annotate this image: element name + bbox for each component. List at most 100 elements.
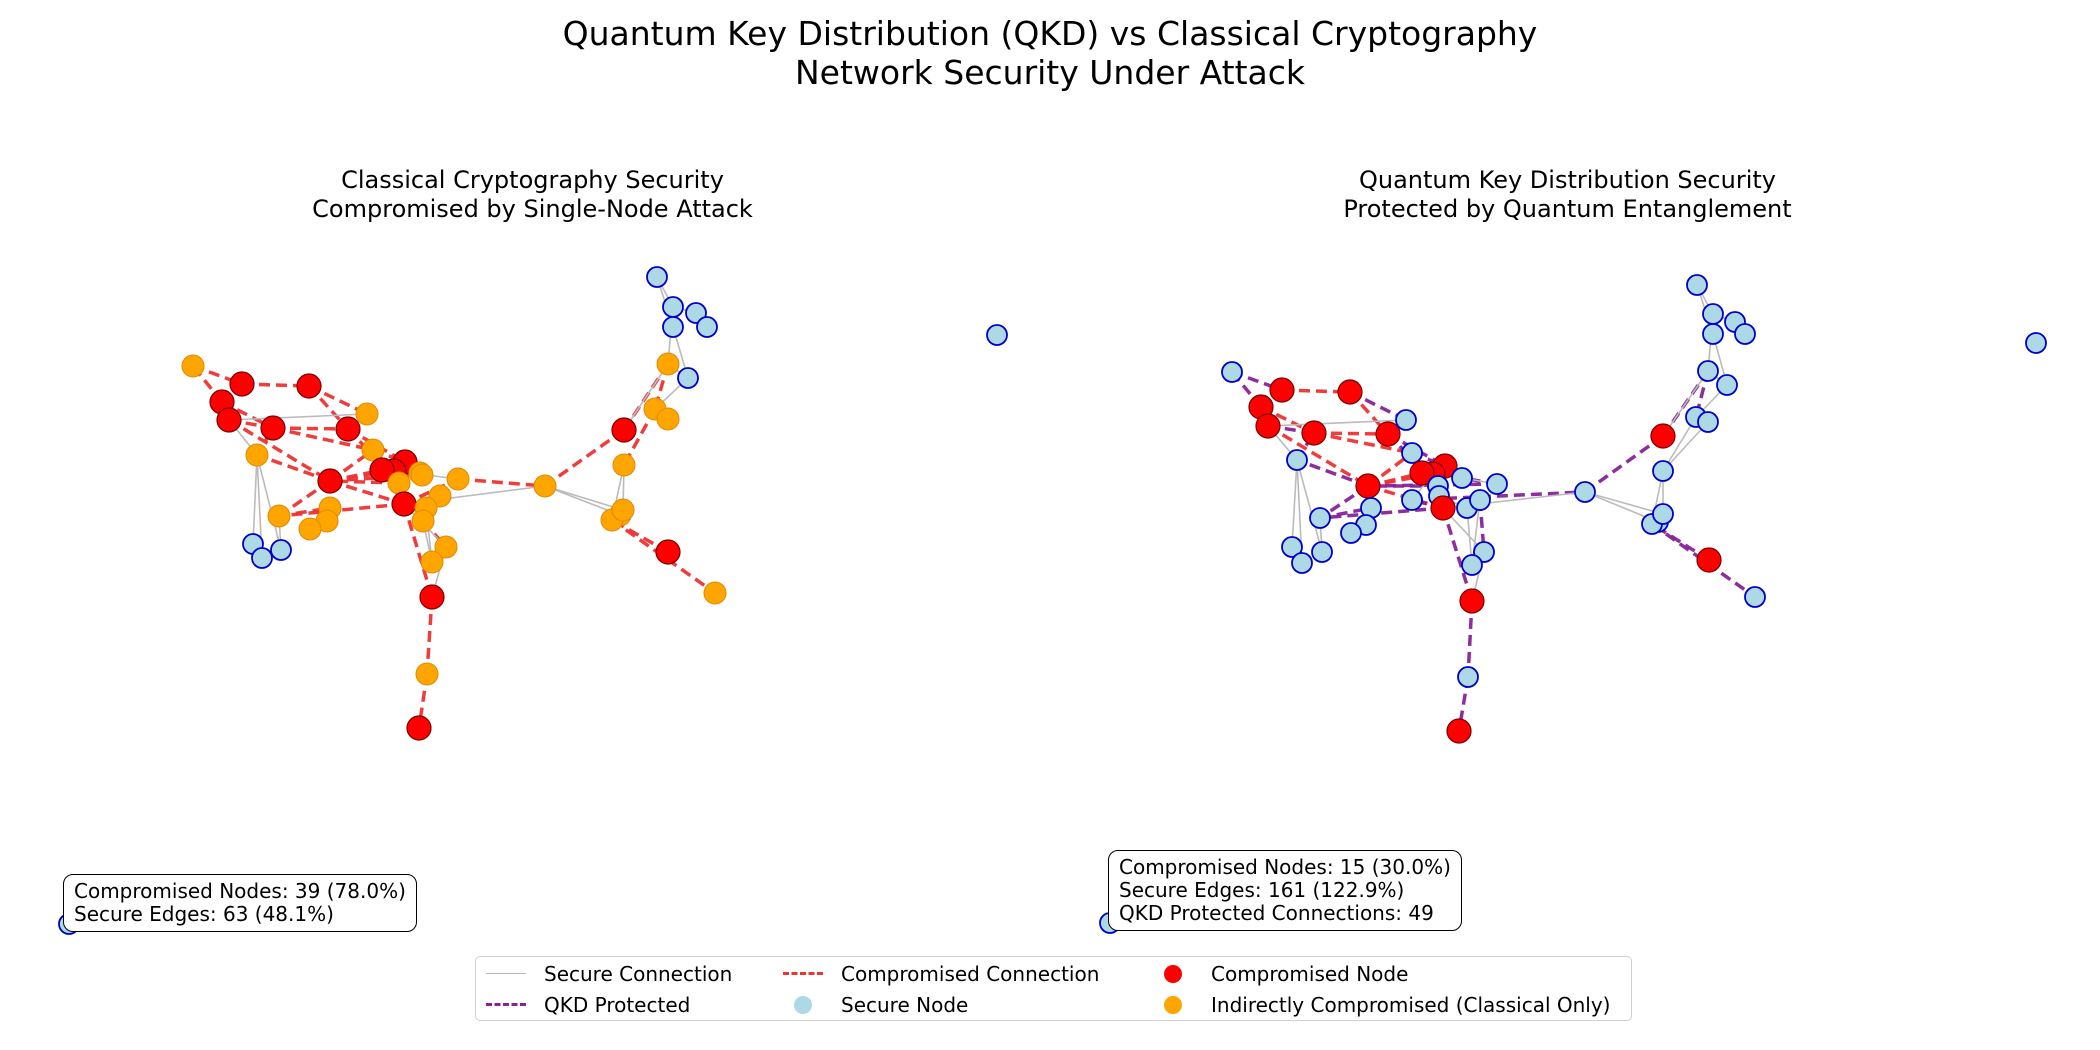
classical-secure-edge <box>544 485 624 511</box>
legend-label: Indirectly Compromised (Classical Only) <box>1211 993 1611 1017</box>
qkd-title-line1: Quantum Key Distribution Security <box>1359 166 1776 194</box>
classical-compromised-node <box>406 715 432 741</box>
legend-item-secure-connection: Secure Connection <box>484 962 732 986</box>
classical-compromised-node <box>611 417 637 443</box>
classical-indirect-node <box>361 438 385 462</box>
qkd-compromised-edge <box>1267 424 1369 488</box>
qkd-stat-compromised-nodes: Compromised Nodes: 15 (30.0%) <box>1119 855 1451 879</box>
classical-title-line1: Classical Cryptography Security <box>341 166 724 194</box>
qkd-panel-title: Quantum Key Distribution Security Protec… <box>1185 166 1950 224</box>
classical-indirect-node <box>245 443 269 467</box>
classical-indirect-node <box>446 467 470 491</box>
qkd-secure-node <box>1461 554 1483 576</box>
legend-item-qkd-protected: QKD Protected <box>484 993 690 1017</box>
classical-compromised-node <box>335 416 361 442</box>
qkd-secure-edge <box>1296 459 1323 553</box>
qkd-secure-edge <box>1662 370 1709 437</box>
qkd-secure-node <box>1652 503 1674 525</box>
classical-compromised-node <box>260 415 286 441</box>
qkd-dashed-line-icon <box>484 993 528 1017</box>
qkd-qkd-edge <box>1650 522 1757 599</box>
classical-compromised-node <box>229 371 255 397</box>
qkd-stats-box: Compromised Nodes: 15 (30.0%) Secure Edg… <box>1108 850 1462 931</box>
qkd-compromised-node <box>1696 547 1722 573</box>
qkd-secure-node <box>1652 460 1674 482</box>
qkd-network-nodes <box>1099 274 2047 934</box>
qkd-secure-node <box>1469 489 1491 511</box>
qkd-secure-node <box>1486 473 1508 495</box>
classical-indirect-node <box>533 474 557 498</box>
classical-indirect-node <box>656 352 680 376</box>
classical-compromised-node <box>216 407 242 433</box>
qkd-secure-node <box>1395 409 1417 431</box>
classical-network-edges <box>191 276 717 729</box>
classical-indirect-node <box>410 463 434 487</box>
legend: Secure Connection QKD Protected Compromi… <box>475 956 1632 1021</box>
qkd-secure-node <box>1401 489 1423 511</box>
qkd-secure-node <box>1401 442 1423 464</box>
qkd-secure-node <box>1340 522 1362 544</box>
legend-item-secure-node: Secure Node <box>781 993 968 1017</box>
classical-secure-node <box>646 266 668 288</box>
qkd-secure-node <box>1697 411 1719 433</box>
qkd-secure-edge <box>1662 421 1709 472</box>
qkd-compromised-node <box>1430 495 1456 521</box>
classical-secure-edge <box>256 454 282 551</box>
classical-secure-node <box>662 296 684 318</box>
qkd-secure-node <box>1697 360 1719 382</box>
classical-secure-node <box>270 539 292 561</box>
classical-indirect-node <box>415 662 439 686</box>
classical-secure-edge <box>623 363 669 431</box>
qkd-compromised-node <box>1269 377 1295 403</box>
legend-label: Secure Node <box>841 993 969 1017</box>
qkd-qkd-edge <box>1296 458 1369 488</box>
classical-panel-title: Classical Cryptography Security Compromi… <box>150 166 915 224</box>
classical-stat-compromised-nodes: Compromised Nodes: 39 (78.0%) <box>74 879 406 903</box>
secure-connection-line-icon <box>484 962 528 986</box>
legend-label: QKD Protected <box>544 993 691 1017</box>
qkd-qkd-edge <box>1319 506 1444 520</box>
classical-secure-node <box>677 367 699 389</box>
classical-compromised-edge <box>425 596 434 675</box>
compromised-node-dot-icon <box>1151 962 1195 986</box>
qkd-secure-node <box>1702 303 1724 325</box>
classical-secure-node <box>696 316 718 338</box>
classical-indirect-node <box>434 535 458 559</box>
classical-compromised-node <box>391 491 417 517</box>
qkd-secure-node <box>1702 323 1724 345</box>
qkd-secure-edge <box>1584 491 1664 515</box>
qkd-compromised-node <box>1255 413 1281 439</box>
classical-secure-node <box>251 547 273 569</box>
classical-compromised-node <box>655 539 681 565</box>
qkd-qkd-edge <box>1466 600 1474 678</box>
qkd-secure-node <box>2025 332 2047 354</box>
qkd-compromised-node <box>1650 423 1676 449</box>
classical-indirect-node <box>656 407 680 431</box>
classical-compromised-node <box>317 468 343 494</box>
classical-indirect-node <box>420 550 444 574</box>
qkd-secure-node <box>1574 481 1596 503</box>
classical-compromised-node <box>296 373 322 399</box>
classical-indirect-node <box>181 354 205 378</box>
classical-indirect-node <box>355 402 379 426</box>
classical-compromised-edge <box>256 453 331 483</box>
classical-compromised-edge <box>543 428 626 488</box>
classical-stat-secure-edges: Secure Edges: 63 (48.1%) <box>74 902 334 926</box>
classical-compromised-edge <box>228 418 331 483</box>
legend-item-compromised-connection: Compromised Connection <box>781 962 1099 986</box>
qkd-secure-node <box>1309 507 1331 529</box>
qkd-secure-edge <box>1267 419 1407 427</box>
figure-title-line2: Network Security Under Attack <box>794 53 1305 92</box>
qkd-compromised-node <box>1446 718 1472 744</box>
compromised-dashed-line-icon <box>781 962 825 986</box>
legend-label: Secure Connection <box>544 962 733 986</box>
classical-indirect-node <box>387 471 411 495</box>
classical-indirect-node <box>611 498 635 522</box>
qkd-secure-node <box>1221 361 1243 383</box>
qkd-secure-node <box>1716 374 1738 396</box>
qkd-secure-edge <box>1291 459 1298 548</box>
classical-secure-edge <box>228 413 368 421</box>
qkd-qkd-edge <box>1367 482 1498 488</box>
classical-indirect-node <box>703 581 727 605</box>
